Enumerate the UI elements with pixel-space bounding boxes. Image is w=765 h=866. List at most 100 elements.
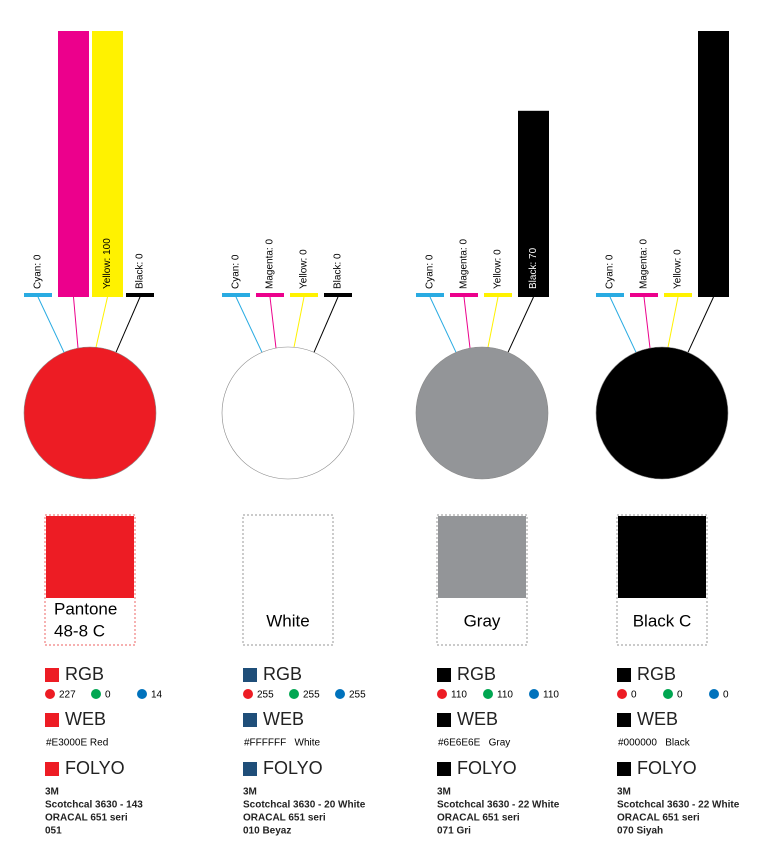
ink-bar <box>126 293 154 297</box>
rgb-dot <box>709 689 719 699</box>
rgb-dot <box>91 689 101 699</box>
ink-label: Cyan: 0 <box>33 254 44 289</box>
color-circle <box>415 346 549 480</box>
rgb-value: 0 <box>105 690 111 701</box>
ink-label: Yellow: 100 <box>102 238 113 289</box>
heading-icon <box>617 713 631 727</box>
folyo-line: Scotchcal 3630 - 143 <box>45 800 143 811</box>
folyo-line: ORACAL 651 seri <box>243 813 326 824</box>
heading-icon <box>437 668 451 682</box>
section-heading: RGB <box>637 664 676 684</box>
stamp-color <box>46 516 134 598</box>
heading-icon <box>243 762 257 776</box>
ink-bar <box>664 293 692 297</box>
ink-bar <box>24 293 52 297</box>
folyo-line: ORACAL 651 seri <box>45 813 128 824</box>
heading-icon <box>243 713 257 727</box>
rgb-value: 0 <box>723 690 729 701</box>
folyo-line: 3M <box>437 787 451 798</box>
ink-label: Black: 0 <box>333 253 344 289</box>
section-heading: RGB <box>65 664 104 684</box>
rgb-dot <box>529 689 539 699</box>
ink-connector <box>609 296 637 353</box>
rgb-dot <box>45 689 55 699</box>
rgb-dot <box>663 689 673 699</box>
section-heading: WEB <box>65 709 106 729</box>
color-circle <box>221 346 355 480</box>
section-heading: FOLYO <box>263 758 323 778</box>
ink-label: Black: 70 <box>528 247 539 289</box>
rgb-value: 110 <box>497 690 513 701</box>
rgb-value: 0 <box>631 690 637 701</box>
stamp-color <box>244 516 332 598</box>
heading-icon <box>243 668 257 682</box>
web-code: #6E6E6E Gray <box>438 738 510 749</box>
color-name: Black C <box>633 611 692 630</box>
heading-icon <box>45 668 59 682</box>
ink-connector <box>293 296 305 348</box>
ink-connector <box>95 296 108 348</box>
ink-label: Yellow: 0 <box>493 249 504 289</box>
ink-bar <box>596 293 624 297</box>
section-heading: WEB <box>457 709 498 729</box>
ink-bar <box>58 31 89 297</box>
rgb-value: 255 <box>257 690 274 701</box>
ink-label: Magenta: 0 <box>459 239 470 289</box>
folyo-line: 3M <box>617 787 631 798</box>
heading-icon <box>437 762 451 776</box>
folyo-line: 051 <box>45 826 62 837</box>
rgb-value: 14 <box>151 690 163 701</box>
ink-connector <box>235 296 263 353</box>
folyo-line: ORACAL 651 seri <box>617 813 700 824</box>
rgb-value: 110 <box>451 690 467 701</box>
rgb-dot <box>617 689 627 699</box>
section-heading: WEB <box>263 709 304 729</box>
rgb-dot <box>137 689 147 699</box>
ink-bar <box>92 31 123 297</box>
ink-label: Magenta: 0 <box>639 239 650 289</box>
rgb-value: 227 <box>59 690 76 701</box>
section-heading: WEB <box>637 709 678 729</box>
ink-connector <box>687 296 714 353</box>
color-name: White <box>266 611 309 630</box>
ink-bar <box>290 293 318 297</box>
ink-connector <box>313 296 339 353</box>
ink-label: Cyan: 0 <box>231 254 242 289</box>
ink-bar <box>518 110 549 297</box>
rgb-value: 110 <box>543 690 559 701</box>
ink-bar <box>698 31 729 297</box>
ink-bar <box>222 293 250 297</box>
folyo-line: 010 Beyaz <box>243 826 291 837</box>
section-heading: FOLYO <box>637 758 697 778</box>
ink-connector <box>507 296 534 353</box>
ink-bar <box>324 293 352 297</box>
rgb-value: 0 <box>677 690 683 701</box>
section-heading: RGB <box>263 664 302 684</box>
color-circle <box>23 346 157 480</box>
color-name: Gray <box>464 611 501 630</box>
ink-connector <box>487 296 499 348</box>
heading-icon <box>617 762 631 776</box>
heading-icon <box>437 713 451 727</box>
rgb-dot <box>335 689 345 699</box>
ink-connector <box>269 296 277 349</box>
ink-connector <box>463 296 471 349</box>
rgb-dot <box>289 689 299 699</box>
color-name: 48-8 C <box>54 621 105 640</box>
ink-label: Magenta: 0 <box>265 239 276 289</box>
folyo-line: Scotchcal 3630 - 22 White <box>437 800 560 811</box>
ink-label: Cyan: 0 <box>425 254 436 289</box>
folyo-line: 3M <box>243 787 257 798</box>
web-code: #000000 Black <box>618 738 691 749</box>
rgb-dot <box>437 689 447 699</box>
ink-bar <box>416 293 444 297</box>
ink-connector <box>429 296 457 353</box>
folyo-line: Scotchcal 3630 - 20 White <box>243 800 366 811</box>
color-circle <box>595 346 729 480</box>
ink-connector <box>115 296 141 353</box>
heading-icon <box>45 762 59 776</box>
ink-label: Yellow: 0 <box>673 249 684 289</box>
ink-bar <box>484 293 512 297</box>
folyo-line: 3M <box>45 787 59 798</box>
